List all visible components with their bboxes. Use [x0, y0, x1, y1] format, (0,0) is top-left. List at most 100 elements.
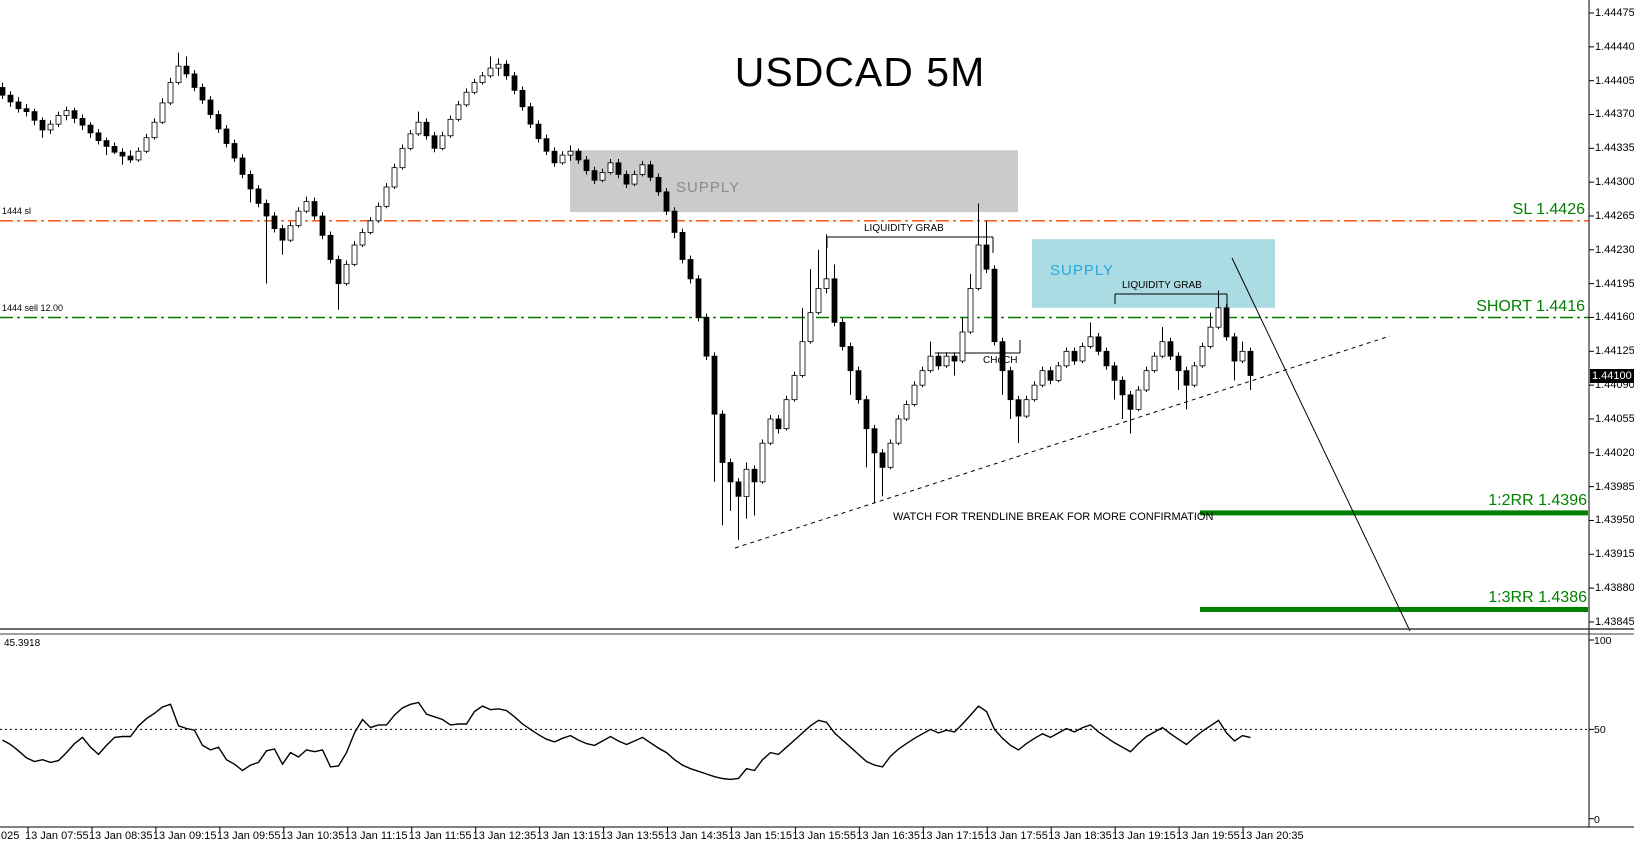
time-axis-label: 13 Jan 19:15 [1112, 830, 1176, 842]
candle-body [639, 164, 646, 175]
candle-body [1031, 384, 1038, 401]
indicator-scale-label: 0 [1594, 813, 1600, 826]
candle-body [1199, 346, 1206, 367]
candle-body [503, 63, 510, 77]
candle-body [1103, 350, 1110, 367]
candle-body [703, 317, 710, 357]
candle-body [743, 468, 750, 497]
candle-body [207, 99, 214, 115]
current-price-box: 1.44100 [1590, 369, 1634, 383]
candle-body [1143, 370, 1150, 391]
price-axis-label: 1.44090 [1595, 379, 1634, 392]
candle-body [103, 140, 110, 147]
candle-body [487, 67, 494, 77]
candle-body [1175, 355, 1182, 372]
price-axis-label: 1.44020 [1595, 446, 1634, 459]
price-axis-label: 1.44405 [1595, 74, 1634, 87]
candle-body [263, 203, 270, 217]
candle-body [1183, 370, 1190, 386]
candle-body [247, 174, 254, 190]
indicator-scale-label: 50 [1594, 724, 1606, 737]
candle-body [327, 234, 334, 260]
time-axis-label: 13 Jan 11:15 [344, 830, 408, 842]
candle-body [1247, 350, 1254, 376]
choch-bracket[interactable] [935, 340, 1021, 354]
supply-zone-gray[interactable] [570, 150, 1018, 213]
candle-body [319, 215, 326, 236]
liquidity-bracket-1[interactable] [826, 236, 994, 253]
supply-zone-cyan[interactable] [1032, 239, 1275, 308]
supply-zone-gray-label[interactable]: SUPPLY [676, 179, 741, 196]
candle-body [1231, 336, 1238, 362]
candle-body [1055, 365, 1062, 381]
candle-body [471, 82, 478, 93]
candle-body [1039, 370, 1046, 386]
level-lines[interactable] [0, 220, 1589, 613]
candle-body [759, 442, 766, 483]
trendline[interactable] [734, 335, 1391, 549]
candle-body [1023, 399, 1030, 417]
candle-body [183, 65, 190, 75]
rr3-level-label[interactable]: 1:3RR 1.4386 [1488, 589, 1587, 606]
time-axis-label: 13 Jan 10:35 [280, 830, 345, 842]
time-axis-label: 13 Jan 13:15 [536, 830, 601, 842]
projection-line[interactable] [1231, 257, 1411, 632]
candle-body [311, 201, 318, 217]
time-axis-label: 13 Jan 19:55 [1176, 830, 1240, 842]
price-axis-label: 1.43845 [1595, 615, 1634, 628]
short-level-label[interactable]: SHORT 1.4416 [1476, 298, 1585, 315]
candle-body [463, 91, 470, 106]
time-axis-label: 13 Jan 09:55 [216, 830, 281, 842]
candle-body [983, 244, 990, 270]
choch-label[interactable]: CHoCH [983, 355, 1018, 366]
candle-body [823, 278, 830, 289]
candle-body [391, 167, 398, 188]
supply-zone-cyan-label[interactable]: SUPPLY [1050, 262, 1115, 279]
candle-body [575, 150, 582, 161]
candle-body [647, 164, 654, 178]
candle-body [551, 150, 558, 164]
candle-body [871, 428, 878, 454]
candle-body [1191, 365, 1198, 386]
time-axis-label: 13 Jan 13:55 [600, 830, 665, 842]
candle-body [1239, 350, 1246, 362]
candle-body [839, 321, 846, 347]
sl-level-label[interactable]: SL 1.4426 [1512, 201, 1585, 218]
candle-body [1135, 389, 1142, 410]
candle-body [1167, 341, 1174, 357]
rr2-level-label[interactable]: 1:2RR 1.4396 [1488, 492, 1587, 509]
candle-body [911, 384, 918, 405]
candle-body [615, 162, 622, 175]
candle-body [1015, 399, 1022, 417]
supply-zones[interactable] [570, 150, 1275, 308]
candle-body [591, 170, 598, 181]
candle-body [111, 146, 118, 153]
liquidity-grab-1-label[interactable]: LIQUIDITY GRAB [864, 223, 944, 234]
candle-body [295, 210, 302, 227]
candle-body [919, 370, 926, 386]
candle-body [1063, 350, 1070, 367]
candle-body [23, 108, 30, 113]
candle-body [415, 121, 422, 135]
time-axis-label: 13 Jan 17:55 [984, 830, 1048, 842]
time-axis-label: 13 Jan 20:35 [1240, 830, 1304, 842]
candle-body [559, 154, 566, 164]
chart-title[interactable]: USDCAD 5M [734, 49, 986, 95]
price-axis-label: 1.44195 [1595, 277, 1634, 290]
price-axis-label: 1.44440 [1595, 40, 1634, 53]
candle-body [511, 75, 518, 91]
candle-body [343, 263, 350, 285]
candle-body [1207, 326, 1214, 347]
candle-body [399, 147, 406, 169]
candle-body [167, 82, 174, 104]
price-axis-label: 1.43880 [1595, 582, 1634, 595]
candle-body [223, 128, 230, 144]
candle-body [863, 399, 870, 430]
trendline-note-label[interactable]: WATCH FOR TRENDLINE BREAK FOR MORE CONFI… [893, 511, 1214, 523]
liquidity-grab-2-label[interactable]: LIQUIDITY GRAB [1122, 280, 1202, 291]
candle-body [335, 259, 342, 285]
candle-body [975, 244, 982, 289]
candle-body [119, 151, 126, 157]
